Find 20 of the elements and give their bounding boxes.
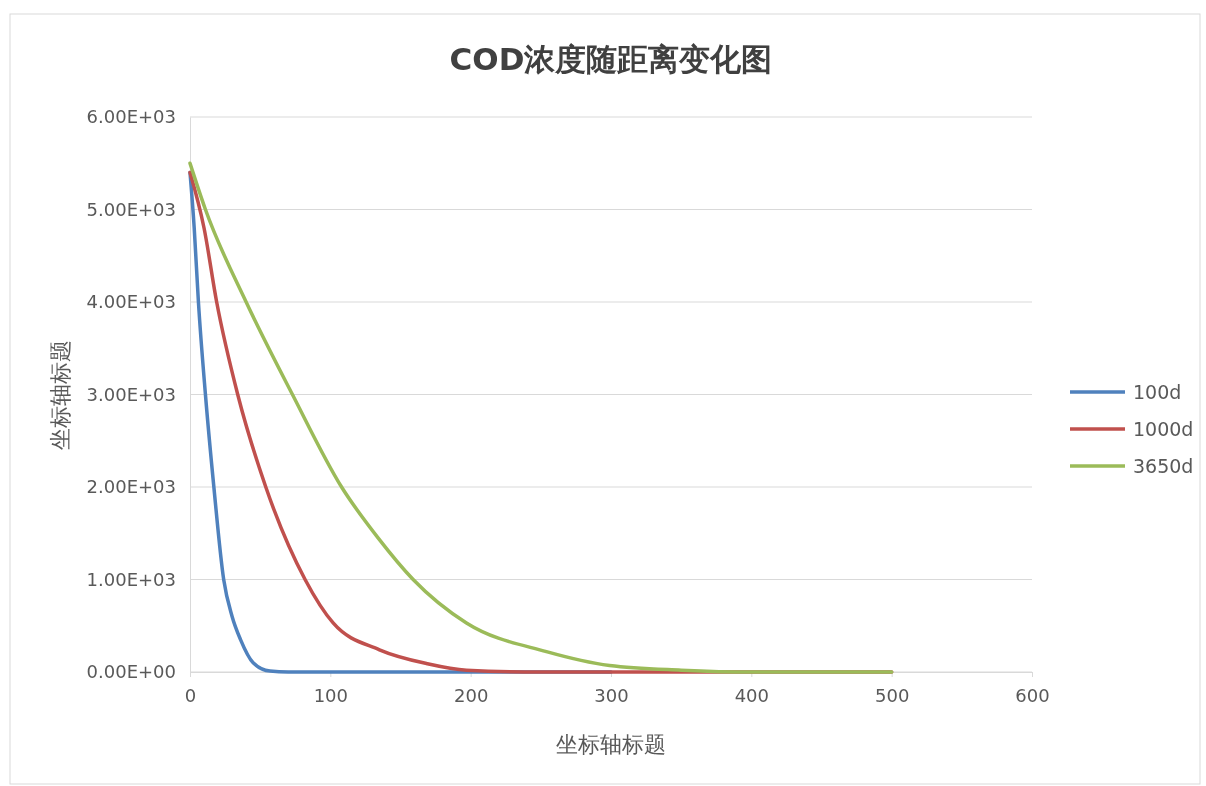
x-tick-label: 100 (313, 684, 349, 706)
y-tick-label: 2.00E+03 (86, 476, 176, 498)
y-tick-label: 6.00E+03 (86, 106, 176, 128)
y-tick-label: 5.00E+03 (86, 198, 176, 220)
x-tick-label: 500 (874, 684, 910, 706)
y-tick-label: 4.00E+03 (86, 291, 176, 313)
legend-label: 3650d (1133, 455, 1194, 477)
y-axis-title: 坐标轴标题 (48, 339, 73, 450)
y-tick-label: 3.00E+03 (86, 383, 176, 405)
x-tick-label: 300 (594, 684, 629, 706)
y-tick-label: 0.00E+00 (86, 661, 176, 683)
legend-label: 100d (1133, 381, 1182, 403)
y-tick-label: 1.00E+03 (86, 568, 176, 590)
chart-title: COD浓度随距离变化图 (449, 41, 773, 77)
x-axis-title: 坐标轴标题 (556, 732, 666, 757)
legend-label: 1000d (1133, 418, 1194, 440)
x-tick-label: 400 (734, 684, 770, 706)
x-tick-label: 600 (1015, 684, 1050, 706)
x-tick-label: 0 (184, 684, 197, 706)
x-tick-label: 200 (453, 684, 489, 706)
